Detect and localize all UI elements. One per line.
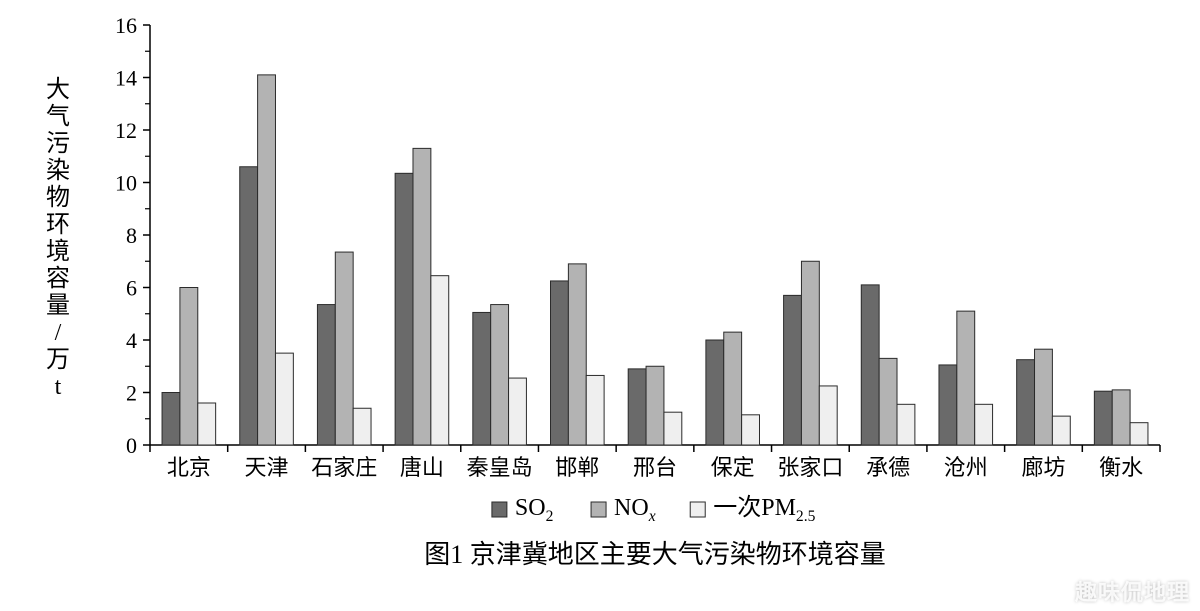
svg-text:容: 容 [46,265,70,292]
bar-nox [957,311,975,445]
bar-so2 [1094,391,1112,445]
bar-so2 [551,281,569,445]
svg-text:12: 12 [115,118,137,143]
x-category-label: 邯郸 [555,455,599,480]
x-category-label: 沧州 [944,455,988,480]
svg-text:10: 10 [115,171,137,196]
svg-text:8: 8 [126,223,137,248]
x-category-label: 北京 [167,455,211,480]
bar-nox [1035,349,1053,445]
bar-nox [258,75,276,445]
watermark-text: 趣味侃地理 [1075,575,1190,607]
bar-so2 [784,295,802,445]
bar-pm25 [975,404,993,445]
x-category-label: 石家庄 [311,455,377,480]
legend-label-so2: SO2 [515,495,553,525]
svg-text:境: 境 [46,238,70,265]
legend-swatch-pm25 [690,502,705,517]
bar-nox [180,288,198,446]
legend-label-pm25: 一次PM2.5 [713,494,815,525]
legend-label-nox: NOx [614,495,656,525]
bar-so2 [861,285,879,445]
bar-pm25 [198,403,216,445]
x-category-label: 衡水 [1099,455,1143,480]
x-category-label: 保定 [711,455,755,480]
svg-text:16: 16 [115,15,137,38]
bar-nox [335,252,353,445]
bar-so2 [162,393,180,446]
svg-text:物: 物 [46,184,70,211]
bar-pm25 [353,408,371,445]
bar-nox [879,358,897,445]
x-category-label: 廊坊 [1021,455,1065,480]
bar-nox [491,305,509,445]
bar-pm25 [586,375,604,445]
bar-nox [413,148,431,445]
svg-text:染: 染 [46,157,70,184]
svg-text:量: 量 [46,293,70,319]
chart-caption: 图1 京津冀地区主要大气污染物环境容量 [424,540,886,569]
svg-text:污: 污 [46,130,70,157]
legend-swatch-nox [591,502,606,517]
bar-so2 [395,173,413,445]
svg-text:2: 2 [126,381,137,406]
svg-text:14: 14 [115,66,137,91]
bar-pm25 [819,386,837,445]
svg-text:t: t [55,374,62,400]
bar-pm25 [509,378,527,445]
chart-container: 0 2 4 6 8 10 12 14 16 大气污染物环境容量/万t 北京 天津石家庄唐山秦皇岛邯郸 邢… [30,15,1170,595]
svg-text:0: 0 [126,433,137,458]
bar-so2 [240,167,258,445]
bar-pm25 [897,404,915,445]
bar-pm25 [664,412,682,445]
bar-so2 [473,312,491,445]
bar-nox [1112,390,1130,445]
svg-text:大: 大 [46,76,70,103]
legend-swatch-so2 [492,502,507,517]
svg-text:/: / [55,320,62,346]
bar-so2 [706,340,724,445]
svg-text:万: 万 [46,347,70,373]
svg-text:环: 环 [46,212,70,238]
bar-pm25 [275,353,293,445]
bar-pm25 [431,276,449,445]
svg-text:6: 6 [126,276,137,301]
x-category-label: 邢台 [633,455,677,480]
bar-so2 [939,365,957,445]
svg-text:气: 气 [46,103,70,130]
bar-chart: 0 2 4 6 8 10 12 14 16 大气污染物环境容量/万t 北京 天津石家庄唐山秦皇岛邯郸 邢… [30,15,1170,595]
bar-so2 [628,369,646,445]
bar-nox [801,261,819,445]
x-category-label: 承德 [866,455,910,480]
bar-nox [568,264,586,445]
x-category-label: 张家口 [777,455,843,480]
svg-text:4: 4 [126,328,137,353]
bar-pm25 [742,415,760,445]
x-category-label: 天津 [245,455,289,480]
bar-nox [724,332,742,445]
bar-pm25 [1052,416,1070,445]
bar-so2 [1017,360,1035,445]
bar-nox [646,366,664,445]
bar-pm25 [1130,423,1148,445]
x-category-label: 唐山 [400,455,444,480]
bar-so2 [317,305,335,445]
x-category-label: 秦皇岛 [467,455,533,480]
